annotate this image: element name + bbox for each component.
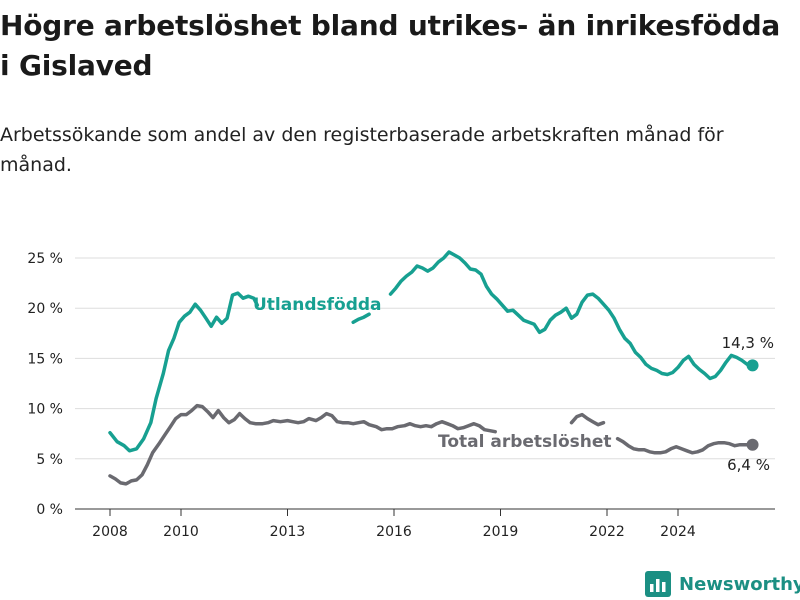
grid-layer bbox=[75, 257, 775, 510]
chart-subtitle: Arbetssökande som andel av den registerb… bbox=[0, 124, 724, 176]
y-tick-label: 10 % bbox=[27, 402, 63, 418]
y-tick-label: 25 % bbox=[27, 251, 63, 267]
x-tick-label: 2008 bbox=[92, 524, 128, 540]
end-value-label-total: 6,4 % bbox=[727, 456, 770, 474]
x-tick-label: 2013 bbox=[270, 524, 306, 540]
label-layer: Utlandsfödda Total arbetslöshet 14,3 % 6,4 … bbox=[253, 295, 774, 474]
chart-title: Högre arbetslöshet bland utrikes- än inr… bbox=[0, 9, 781, 82]
series-line-utlandsfodda bbox=[108, 250, 755, 453]
series-label-total: Total arbetslöshet bbox=[438, 432, 612, 452]
y-tick-label: 0 % bbox=[36, 502, 63, 518]
bar-chart-logo-icon bbox=[645, 571, 671, 597]
series-layer bbox=[108, 250, 759, 486]
y-tick-label: 5 % bbox=[36, 452, 63, 468]
brand-logo: Newsworthy bbox=[645, 570, 800, 598]
x-tick-label: 2016 bbox=[376, 524, 412, 540]
brand-name: Newsworthy bbox=[679, 573, 800, 595]
x-tick-label: 2024 bbox=[660, 524, 696, 540]
y-tick-label: 20 % bbox=[27, 301, 63, 317]
axis-layer: 0 % 5 % 10 % 15 % 20 % 25 % 2008 2010 2013 2016 20… bbox=[27, 251, 695, 540]
series-line-total bbox=[108, 403, 755, 486]
x-tick-label: 2019 bbox=[483, 524, 519, 540]
x-tick-label: 2022 bbox=[589, 524, 625, 540]
series-endpoint-marker bbox=[746, 438, 759, 451]
series-endpoint-marker bbox=[746, 359, 759, 372]
y-tick-label: 15 % bbox=[27, 351, 63, 367]
x-tick-label: 2010 bbox=[163, 524, 199, 540]
end-value-label-utlandsfodda: 14,3 % bbox=[722, 334, 774, 352]
series-label-utlandsfodda: Utlandsfödda bbox=[253, 295, 382, 315]
